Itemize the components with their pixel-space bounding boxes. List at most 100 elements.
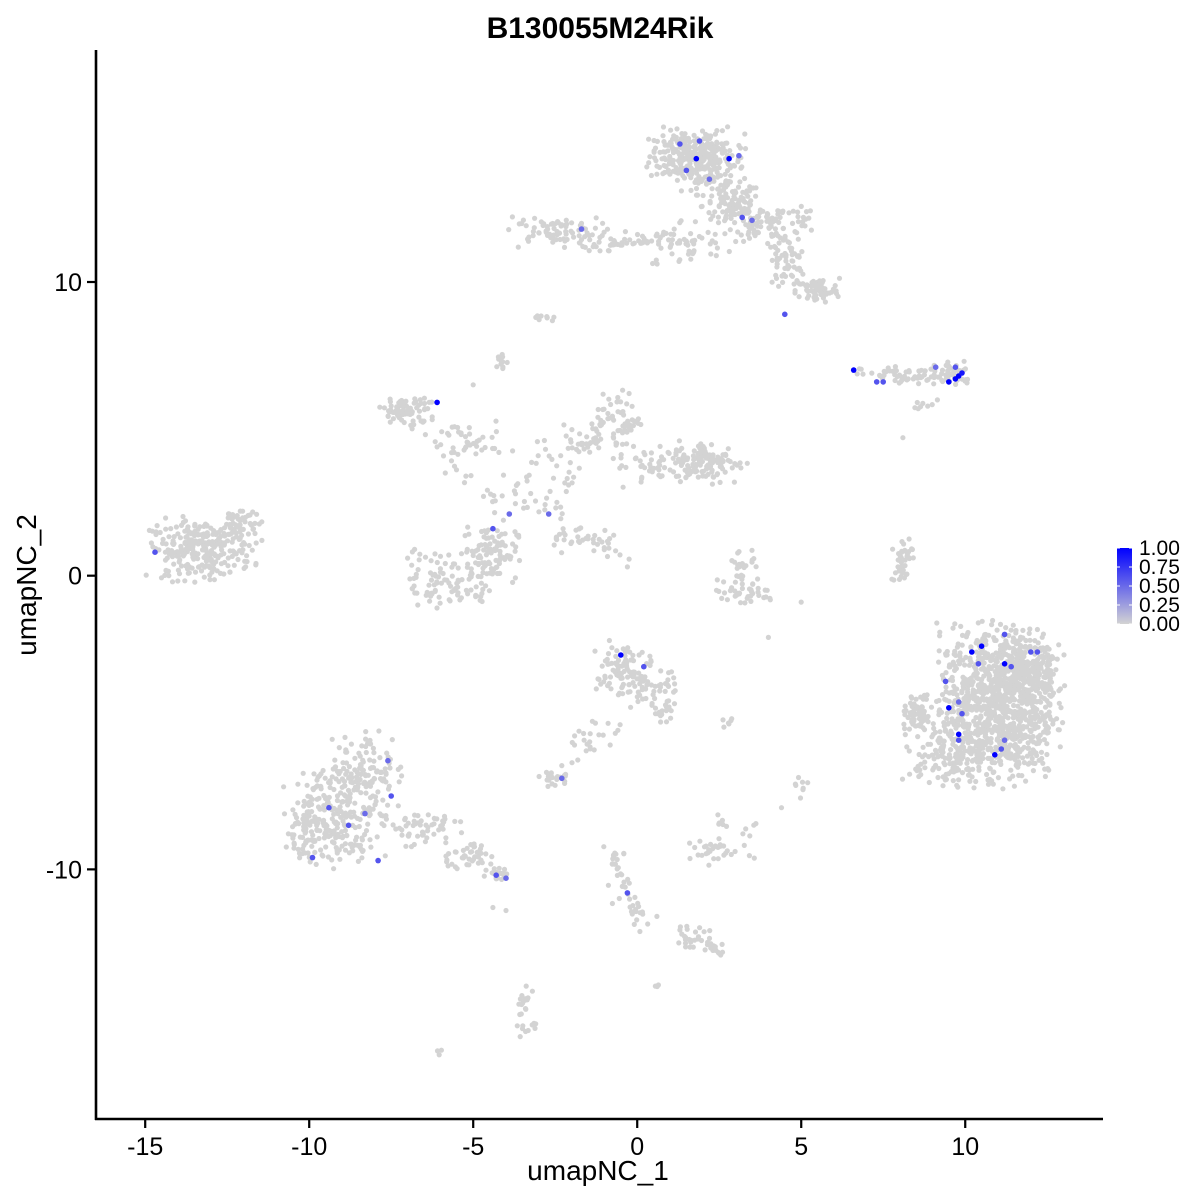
cell-point (716, 203, 722, 209)
cell-point (532, 215, 538, 221)
cell-point (710, 213, 716, 219)
cell-point (899, 570, 906, 576)
cell-point (911, 716, 917, 723)
cell-point (411, 841, 417, 848)
cell-point (612, 669, 618, 675)
cell-point (494, 564, 500, 570)
cell-point (169, 579, 176, 585)
cell-point (975, 721, 981, 727)
cell-point (697, 166, 703, 172)
cell-point (749, 547, 755, 553)
cell-point (723, 823, 730, 830)
cell-point (1003, 681, 1010, 687)
cell-point (600, 732, 606, 738)
cell-point (610, 852, 617, 858)
cell-point (1023, 778, 1029, 784)
cell-point (658, 668, 664, 674)
cell-point (1062, 683, 1068, 689)
cell-point (429, 822, 435, 828)
cell-point (594, 541, 601, 547)
cell-point (252, 530, 258, 537)
cell-point (559, 763, 565, 769)
cell-point (626, 556, 632, 562)
cell-point (747, 188, 753, 194)
cell-point (716, 836, 722, 842)
cell-point (175, 578, 181, 584)
cell-point (665, 677, 671, 683)
cell-point (726, 248, 732, 255)
cell-point (309, 801, 315, 808)
cell-point (162, 549, 168, 555)
cell-point (429, 591, 435, 597)
cell-point (1024, 753, 1030, 759)
cell-point (945, 720, 952, 726)
cell-point (575, 441, 581, 447)
cell-point (732, 461, 738, 467)
cell-point (1005, 668, 1011, 674)
cell-point (524, 478, 530, 484)
cell-point (421, 395, 427, 401)
cell-point (429, 399, 435, 405)
cell-point (611, 435, 617, 441)
cell-point (716, 821, 722, 827)
cell-point (697, 445, 703, 451)
cell-point (185, 570, 191, 576)
cell-point (948, 747, 954, 753)
cell-point (561, 422, 567, 428)
cell-point (499, 539, 505, 545)
cell-point (643, 695, 649, 702)
cell-point (536, 509, 542, 515)
cell-point (620, 484, 626, 490)
cell-point (333, 776, 339, 782)
cell-point (724, 168, 731, 174)
cell-point (1056, 642, 1062, 648)
cell-point (389, 737, 395, 743)
cell-point (424, 589, 430, 596)
cell-point (780, 279, 786, 285)
cell-point (704, 135, 710, 142)
cell-point (735, 184, 742, 190)
cell-point (359, 855, 365, 861)
cell-point (728, 173, 734, 179)
cell-point (964, 711, 970, 717)
cell-point (964, 686, 971, 693)
cell-point (967, 749, 973, 756)
cell-point (703, 473, 709, 479)
cell-point (976, 747, 982, 754)
cell-point (525, 995, 531, 1001)
x-tick-label: 10 (951, 1133, 979, 1161)
legend-ticks: 0.000.250.500.751.00 (1117, 537, 1180, 636)
expressing-cell-point (942, 678, 949, 685)
cell-point (637, 458, 643, 464)
cell-point (916, 381, 922, 387)
cell-point (958, 623, 964, 630)
cell-point (569, 220, 575, 226)
cell-point (192, 579, 198, 585)
y-tick-label: -10 (46, 856, 82, 884)
cell-point (995, 666, 1001, 672)
cell-point (983, 706, 989, 712)
cell-point (1060, 720, 1066, 726)
cell-point (606, 396, 612, 402)
cell-point (371, 750, 377, 756)
cell-point (489, 434, 495, 440)
cell-point (635, 698, 641, 705)
cell-point (486, 588, 492, 594)
cell-point (725, 446, 731, 452)
cell-point (178, 543, 184, 550)
cell-point (499, 876, 505, 883)
cell-point (598, 417, 604, 423)
cell-point (719, 817, 726, 824)
cell-point (370, 793, 376, 799)
cell-point (700, 192, 706, 199)
cell-point (718, 182, 724, 188)
cell-point (673, 452, 679, 458)
cell-point (591, 436, 597, 442)
cell-point (523, 983, 529, 989)
cell-point (327, 784, 333, 791)
cell-point (517, 996, 524, 1002)
cell-point (667, 158, 673, 164)
cell-point (579, 440, 586, 446)
cell-point (365, 781, 371, 788)
cell-point (494, 570, 500, 577)
